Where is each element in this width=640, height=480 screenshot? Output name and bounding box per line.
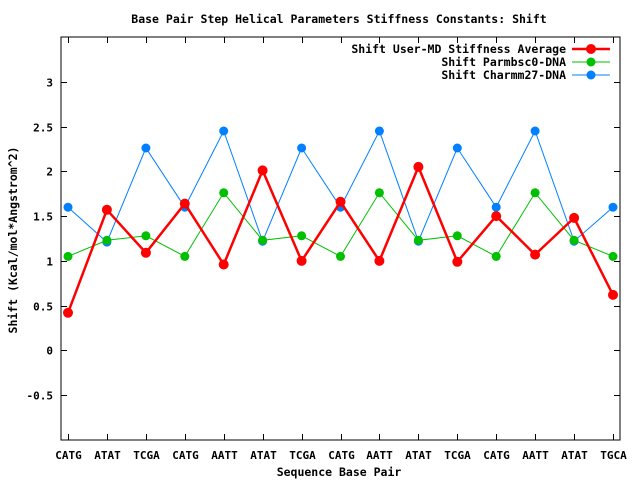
data-point — [219, 126, 229, 136]
data-point — [413, 235, 423, 245]
legend-marker — [586, 44, 596, 54]
data-point — [180, 251, 190, 261]
plot-frame — [60, 36, 621, 441]
data-point — [530, 126, 540, 136]
data-point — [218, 259, 229, 270]
y-tick-label: 0 — [46, 345, 53, 358]
data-point — [335, 196, 346, 207]
data-point — [297, 143, 307, 153]
data-point — [608, 289, 618, 300]
data-point — [491, 202, 501, 212]
data-point — [258, 235, 268, 245]
data-point — [452, 231, 462, 241]
series-1 — [63, 161, 618, 318]
data-point — [219, 188, 229, 198]
data-point — [569, 212, 580, 223]
data-point — [102, 235, 112, 245]
data-point — [296, 255, 307, 266]
data-point — [608, 251, 618, 261]
x-tick-label: TCGA — [289, 449, 316, 462]
x-tick-label: TGCA — [600, 449, 627, 462]
data-point — [374, 126, 384, 136]
data-point — [491, 211, 502, 222]
x-tick-label: CATG — [483, 449, 510, 462]
chart-title: Base Pair Step Helical Parameters Stiffn… — [131, 12, 546, 26]
x-tick-label: ATAT — [250, 449, 277, 462]
data-point — [179, 198, 190, 209]
data-point — [452, 256, 463, 267]
data-point — [374, 188, 384, 198]
series-layer — [63, 126, 618, 318]
series-line — [66, 163, 615, 314]
x-tick-label: AATT — [522, 449, 549, 462]
y-tick-label: -0.5 — [27, 390, 54, 403]
x-tick-label: ATAT — [561, 449, 588, 462]
data-point — [336, 251, 345, 261]
x-axis-label: Sequence Base Pair — [277, 465, 402, 479]
data-point — [530, 249, 541, 260]
y-tick-label: 1 — [46, 256, 53, 269]
x-tick-label: CATG — [172, 449, 199, 462]
data-point — [101, 204, 112, 215]
data-point — [140, 247, 151, 258]
legend-label: Shift Parmbsc0-DNA — [441, 55, 566, 69]
data-point — [297, 231, 307, 241]
data-point — [530, 188, 540, 198]
x-tick-label: ATAT — [405, 449, 432, 462]
y-tick-label: 1.5 — [33, 211, 53, 224]
data-point — [141, 143, 151, 153]
y-axis-label: Shift (Kcal/mol*Angstrom^2) — [6, 147, 20, 334]
data-point — [569, 235, 579, 245]
x-tick-label: AATT — [366, 449, 393, 462]
y-tick-label: 3 — [46, 77, 53, 90]
y-tick-label: 0.5 — [33, 301, 53, 314]
data-point — [141, 231, 151, 241]
data-point — [257, 165, 268, 176]
x-tick-label: ATAT — [94, 449, 121, 462]
data-point — [413, 161, 424, 172]
legend-label: Shift Charmm27-DNA — [441, 68, 566, 82]
legend-label: Shift User-MD Stiffness Average — [351, 42, 566, 56]
legend-marker — [586, 57, 596, 67]
y-tick-label: 2 — [46, 166, 53, 179]
x-tick-label: CATG — [328, 449, 355, 462]
data-point — [374, 255, 385, 266]
y-tick-label: 2.5 — [33, 122, 53, 135]
x-tick-label: AATT — [211, 449, 238, 462]
data-point — [63, 251, 73, 261]
data-point — [452, 143, 462, 153]
data-point — [63, 202, 73, 212]
series-3 — [63, 126, 618, 247]
series-2 — [63, 188, 618, 261]
x-tick-label: CATG — [55, 449, 82, 462]
plot-area: -0.5 0 0.5 1 1.5 2 2.5 3 CATG ATAT TCGA CATG AATT ATA… — [27, 36, 627, 462]
x-tick-label: TCGA — [444, 449, 471, 462]
x-tick-label: TCGA — [133, 449, 160, 462]
legend-marker — [586, 70, 596, 80]
data-point — [608, 202, 618, 212]
data-point — [63, 307, 73, 318]
data-point — [491, 251, 501, 261]
